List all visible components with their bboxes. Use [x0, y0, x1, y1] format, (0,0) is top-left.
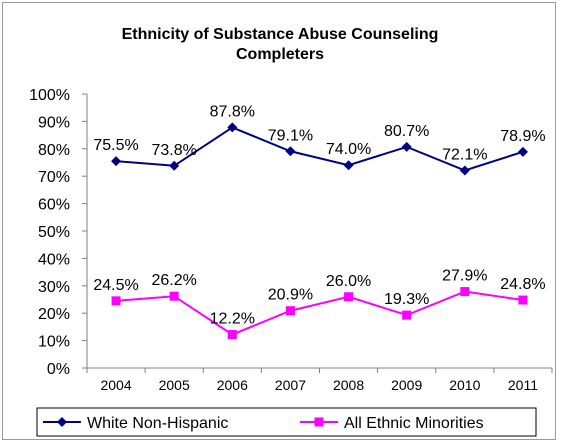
y-tick-label: 10%	[38, 334, 70, 351]
data-point	[169, 291, 179, 301]
legend-label: White Non-Hispanic	[87, 415, 228, 432]
chart-title: Ethnicity of Substance Abuse Counseling …	[121, 26, 439, 63]
legend-marker	[57, 417, 67, 427]
data-label: 80.7%	[384, 123, 429, 140]
data-label: 73.8%	[152, 142, 197, 159]
data-point	[402, 310, 412, 320]
data-point	[111, 296, 121, 306]
chart-area	[2, 2, 556, 440]
data-point	[343, 160, 354, 171]
data-label: 24.5%	[93, 277, 138, 294]
data-label: 87.8%	[210, 103, 255, 120]
y-tick-label: 100%	[29, 87, 70, 104]
data-point	[344, 292, 354, 302]
x-tick-label: 2011	[508, 377, 538, 393]
data-label: 72.1%	[442, 146, 487, 163]
data-label: 26.2%	[152, 272, 197, 289]
data-point	[460, 287, 470, 297]
legend-label: All Ethnic Minorities	[344, 415, 484, 432]
data-label: 26.0%	[326, 273, 371, 290]
data-point	[227, 122, 238, 133]
data-point	[169, 160, 180, 171]
data-label: 79.1%	[268, 127, 313, 144]
y-tick-label: 60%	[38, 197, 70, 214]
data-point	[227, 330, 237, 340]
y-tick-label: 40%	[38, 251, 70, 268]
data-label: 20.9%	[268, 287, 313, 304]
y-tick-label: 50%	[38, 224, 70, 241]
series-line-1	[115, 290, 524, 336]
data-label: 27.9%	[442, 268, 487, 285]
y-tick-label: 20%	[38, 306, 70, 323]
data-label: 75.5%	[93, 137, 138, 154]
data-label: 12.2%	[210, 311, 255, 328]
x-tick-label: 2004	[100, 377, 131, 393]
legend-marker	[314, 417, 324, 427]
x-tick-label: 2009	[391, 377, 422, 393]
data-point	[111, 156, 122, 167]
x-tick-label: 2010	[449, 377, 480, 393]
x-tick-label: 2006	[217, 377, 248, 393]
y-tick-label: 90%	[38, 114, 70, 131]
data-point	[401, 141, 412, 152]
y-tick-label: 80%	[38, 142, 70, 159]
data-point	[459, 165, 470, 176]
data-label: 24.8%	[500, 276, 545, 293]
x-tick-label: 2005	[159, 377, 190, 393]
y-tick-label: 0%	[47, 361, 70, 378]
legend-box	[36, 407, 537, 437]
y-tick-label: 70%	[38, 169, 70, 186]
data-label: 78.9%	[500, 128, 545, 145]
data-label: 19.3%	[384, 291, 429, 308]
legend: White Non-Hispanic All Ethnic Minorities	[36, 407, 537, 437]
data-point	[517, 146, 528, 157]
series-line-0	[115, 126, 524, 172]
data-point	[518, 295, 528, 305]
y-tick-label: 30%	[38, 279, 70, 296]
data-point	[285, 146, 296, 157]
x-tick-label: 2008	[333, 377, 364, 393]
data-point	[285, 306, 295, 316]
data-label: 74.0%	[326, 141, 371, 158]
x-tick-label: 2007	[275, 377, 306, 393]
